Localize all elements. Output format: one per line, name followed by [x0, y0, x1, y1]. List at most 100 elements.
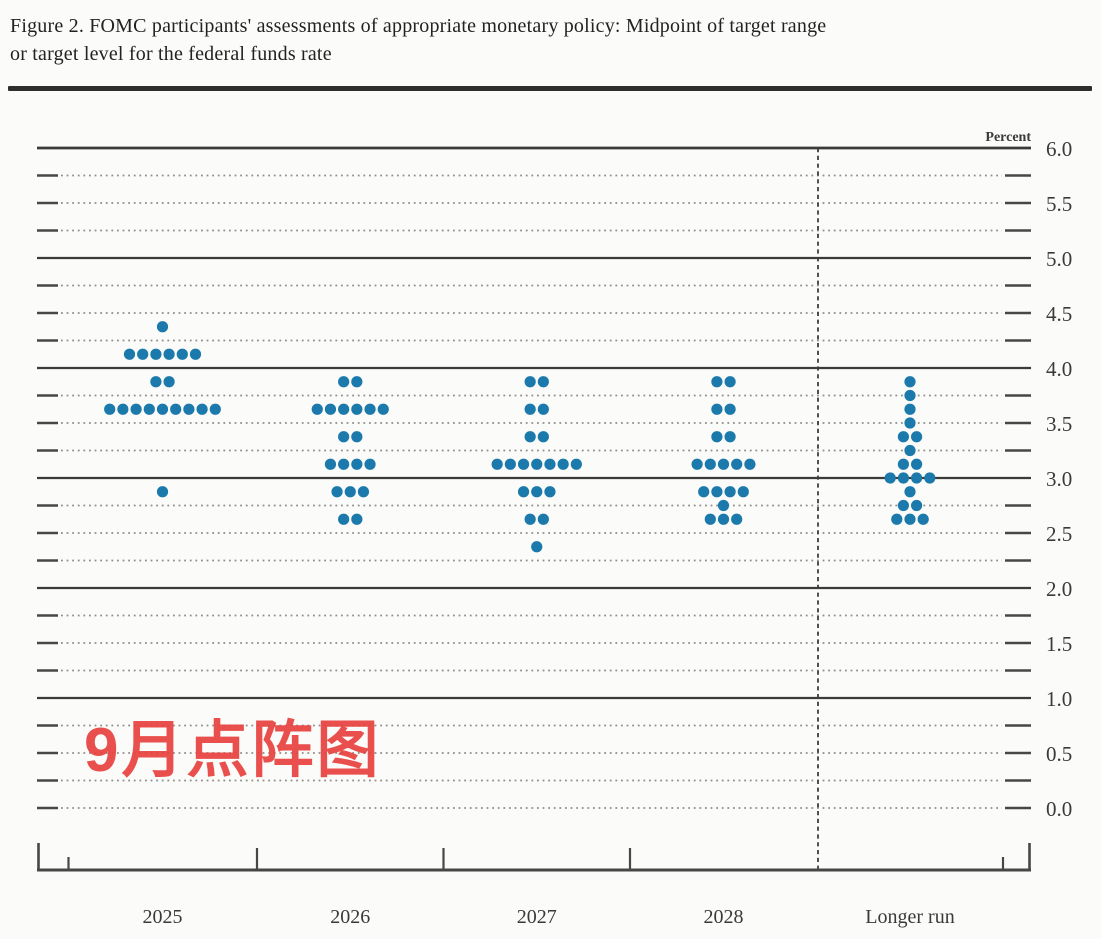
dot-longer-run-3.5 — [904, 417, 916, 429]
x-axis-category-label-2025: 2025 — [143, 906, 183, 928]
dot-2028-3.125 — [744, 458, 756, 470]
dot-2028-3.625 — [724, 403, 736, 415]
dot-longer-run-3.25 — [904, 444, 916, 457]
dot-2026-3.125 — [364, 458, 376, 470]
x-axis-category-label-2026: 2026 — [330, 906, 370, 928]
dot-2026-3.875 — [338, 376, 350, 388]
dot-longer-run-3.875 — [904, 376, 916, 388]
dot-2028-3.125 — [704, 458, 716, 470]
dot-2027-3.875 — [524, 376, 536, 388]
x-axis-category-label-longer-run: Longer run — [865, 906, 954, 928]
dot-2025-3.875 — [163, 376, 175, 388]
dot-2027-3.375 — [537, 431, 549, 443]
y-axis-label-3.0: 3.0 — [1046, 467, 1072, 491]
dot-2026-2.625 — [351, 513, 363, 525]
y-axis-label-3.5: 3.5 — [1046, 412, 1072, 436]
y-axis-label-1.5: 1.5 — [1046, 632, 1072, 656]
dot-2028-3.625 — [711, 403, 723, 415]
dot-2028-3.875 — [711, 376, 723, 388]
y-axis-label-6.0: 6.0 — [1046, 137, 1072, 161]
dot-2028-3.375 — [711, 431, 723, 443]
figure-title-line1: Figure 2. FOMC participants' assessments… — [10, 15, 827, 37]
dot-longer-run-3 — [911, 472, 923, 484]
dot-2026-3.375 — [338, 431, 350, 443]
dot-longer-run-3.125 — [897, 458, 910, 470]
dot-2025-3.625 — [209, 403, 221, 415]
dot-2027-3.375 — [524, 431, 536, 443]
dot-longer-run-2.75 — [911, 499, 923, 512]
dot-2025-3.625 — [117, 403, 129, 415]
dot-2025-4.125 — [123, 348, 136, 360]
dot-2027-2.375 — [531, 541, 543, 553]
dot-2026-3.875 — [351, 376, 363, 388]
dot-2025-4.125 — [189, 348, 202, 360]
dot-2026-2.875 — [331, 486, 343, 498]
dot-2027-3.125 — [491, 458, 503, 470]
dot-2027-2.875 — [517, 486, 530, 498]
dot-longer-run-3.75 — [904, 389, 916, 402]
dot-2026-2.875 — [357, 486, 370, 498]
dot-2027-2.625 — [524, 513, 536, 525]
y-axis-label-2.0: 2.0 — [1046, 577, 1072, 601]
dot-2026-2.875 — [344, 486, 356, 498]
dot-2025-3.625 — [183, 403, 195, 415]
dot-2025-4.125 — [150, 348, 162, 360]
dot-longer-run-3.375 — [911, 431, 923, 443]
y-axis-label-4.5: 4.5 — [1046, 302, 1072, 326]
dot-2026-3.125 — [338, 458, 350, 470]
dot-2027-2.875 — [544, 486, 556, 498]
x-axis-category-label-2027: 2027 — [517, 906, 557, 928]
dot-2027-2.625 — [537, 513, 549, 525]
dot-2025-4.125 — [137, 348, 149, 360]
y-axis-label-2.5: 2.5 — [1046, 522, 1072, 546]
x-axis-category-label-2028: 2028 — [704, 906, 744, 928]
dot-longer-run-3.125 — [911, 458, 923, 470]
dot-2026-3.625 — [364, 403, 376, 415]
dot-2026-3.375 — [351, 431, 363, 443]
overlay-annotation-text: 9月点阵图 — [84, 716, 382, 785]
dot-2025-4.125 — [176, 348, 188, 360]
dot-2025-3.625 — [170, 403, 182, 415]
dot-2028-3.375 — [724, 431, 736, 443]
dot-2028-2.875 — [724, 486, 736, 498]
dot-2028-2.875 — [698, 486, 710, 498]
dot-2028-3.125 — [731, 458, 743, 470]
dot-2025-3.625 — [143, 403, 155, 415]
dot-2026-3.625 — [351, 403, 363, 415]
dot-2026-3.625 — [338, 403, 350, 415]
dot-longer-run-3.625 — [904, 403, 916, 415]
dot-2027-3.125 — [504, 458, 516, 470]
dot-longer-run-3 — [924, 472, 936, 484]
dot-2025-3.875 — [150, 376, 162, 388]
dot-longer-run-2.75 — [897, 499, 910, 512]
dot-2027-3.625 — [537, 403, 549, 415]
dot-2028-2.625 — [717, 513, 730, 525]
dot-2025-3.625 — [196, 403, 208, 415]
dot-2026-3.625 — [324, 403, 337, 415]
dot-2027-3.625 — [524, 403, 536, 415]
dot-2026-3.125 — [351, 458, 363, 470]
dot-2027-3.125 — [570, 458, 582, 470]
dot-longer-run-2.625 — [917, 513, 929, 525]
title-divider-rule — [8, 86, 1092, 91]
dot-2028-3.125 — [717, 458, 730, 470]
dot-2025-4.375 — [156, 321, 169, 333]
dot-2027-2.875 — [531, 486, 543, 498]
dot-2026-3.125 — [324, 458, 337, 470]
dot-2027-3.125 — [544, 458, 556, 470]
figure-title-line2: or target level for the federal funds ra… — [10, 43, 332, 65]
y-axis-label-4.0: 4.0 — [1046, 357, 1072, 381]
dot-2028-2.75 — [717, 499, 730, 512]
dot-2028-3.125 — [691, 458, 703, 470]
y-axis-label-0.5: 0.5 — [1046, 742, 1072, 766]
figure-title: Figure 2. FOMC participants' assessments… — [10, 12, 1090, 68]
dot-2025-4.125 — [163, 348, 175, 360]
dot-2028-2.875 — [711, 486, 723, 498]
y-axis-label-0.0: 0.0 — [1046, 797, 1072, 821]
dot-2027-3.125 — [531, 458, 543, 470]
y-axis-label-1.0: 1.0 — [1046, 687, 1072, 711]
dot-longer-run-2.625 — [891, 513, 903, 525]
